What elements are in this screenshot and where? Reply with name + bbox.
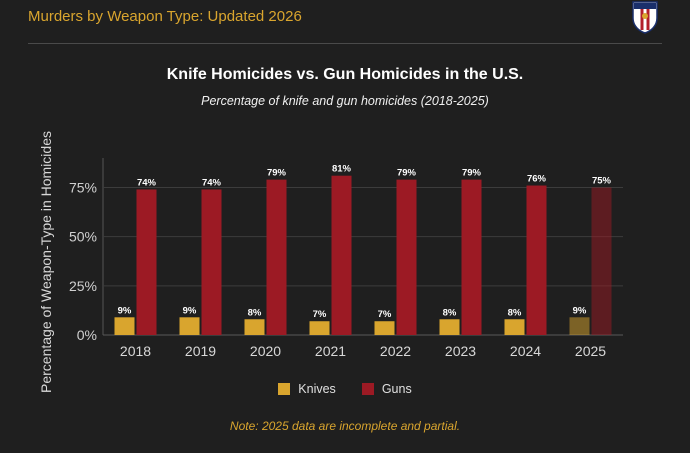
data-label-guns-2019: 74% bbox=[202, 177, 222, 188]
bar-knives-2019 bbox=[179, 317, 200, 335]
legend-swatch-guns bbox=[361, 383, 374, 395]
y-tick-label: 75% bbox=[69, 180, 97, 196]
page-title: Murders by Weapon Type: Updated 2026 bbox=[28, 8, 302, 25]
y-tick-label: 50% bbox=[69, 229, 97, 245]
data-label-knives-2021: 7% bbox=[313, 309, 327, 320]
y-tick-label: 25% bbox=[69, 278, 97, 294]
data-label-knives-2020: 8% bbox=[248, 307, 262, 318]
legend-label-guns: Guns bbox=[381, 382, 412, 396]
y-tick-label: 0% bbox=[77, 327, 97, 343]
bar-knives-2018 bbox=[114, 317, 135, 335]
bar-knives-2021 bbox=[309, 321, 330, 335]
legend-item-guns[interactable]: Guns bbox=[361, 382, 412, 396]
x-tick-label: 2018 bbox=[120, 343, 151, 359]
x-tick-label: 2025 bbox=[575, 343, 606, 359]
x-tick-label: 2022 bbox=[380, 343, 411, 359]
bar-guns-2023 bbox=[461, 179, 482, 335]
chart-title: Knife Homicides vs. Gun Homicides in the… bbox=[166, 66, 524, 83]
x-tick-label: 2023 bbox=[445, 343, 476, 359]
bar-guns-2025 bbox=[591, 187, 612, 335]
data-label-knives-2024: 8% bbox=[508, 307, 522, 318]
legend-swatch-knives bbox=[278, 383, 291, 395]
bar-knives-2023 bbox=[439, 319, 460, 335]
x-tick-label: 2024 bbox=[510, 343, 541, 359]
bar-guns-2019 bbox=[201, 189, 222, 335]
chart-subtitle: Percentage of knife and gun homicides (2… bbox=[201, 94, 489, 108]
bar-knives-2020 bbox=[244, 319, 265, 335]
legend-item-knives[interactable]: Knives bbox=[278, 382, 336, 396]
header-divider bbox=[28, 43, 662, 44]
bar-guns-2021 bbox=[331, 175, 352, 335]
legend: Knives Guns bbox=[0, 382, 690, 396]
page-header: Murders by Weapon Type: Updated 2026 bbox=[0, 0, 690, 44]
bar-guns-2024 bbox=[526, 185, 547, 335]
data-label-guns-2022: 79% bbox=[397, 168, 417, 179]
bar-knives-2024 bbox=[504, 319, 525, 335]
data-label-knives-2023: 8% bbox=[443, 307, 457, 318]
bar-guns-2022 bbox=[396, 179, 417, 335]
data-label-guns-2024: 76% bbox=[527, 174, 547, 185]
shield-logo-icon bbox=[632, 1, 658, 34]
bar-knives-2022 bbox=[374, 321, 395, 335]
footnote: Note: 2025 data are incomplete and parti… bbox=[229, 419, 461, 433]
data-label-knives-2018: 9% bbox=[118, 305, 132, 316]
bar-knives-2025 bbox=[569, 317, 590, 335]
data-label-knives-2019: 9% bbox=[183, 305, 197, 316]
data-label-guns-2018: 74% bbox=[137, 177, 157, 188]
legend-label-knives: Knives bbox=[298, 382, 336, 396]
bar-guns-2018 bbox=[136, 189, 157, 335]
bar-guns-2020 bbox=[266, 179, 287, 335]
x-tick-label: 2021 bbox=[315, 343, 346, 359]
x-tick-label: 2020 bbox=[250, 343, 281, 359]
data-label-knives-2025: 9% bbox=[573, 305, 587, 316]
x-tick-label: 2019 bbox=[185, 343, 216, 359]
data-label-knives-2022: 7% bbox=[378, 309, 392, 320]
y-axis-label: Percentage of Weapon-Type in Homicides bbox=[38, 131, 54, 393]
data-label-guns-2025: 75% bbox=[592, 176, 612, 187]
data-label-guns-2020: 79% bbox=[267, 168, 287, 179]
data-label-guns-2021: 81% bbox=[332, 164, 352, 175]
data-label-guns-2023: 79% bbox=[462, 168, 482, 179]
